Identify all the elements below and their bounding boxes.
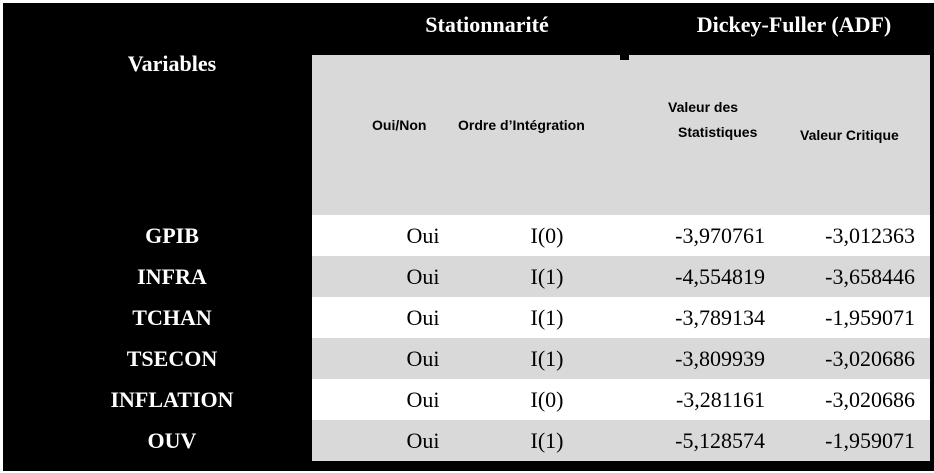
sub-header-valeur-critique: Valeur Critique: [800, 127, 899, 143]
cell-stationnaire: Oui: [406, 427, 440, 453]
row-variable: GPIB: [145, 222, 199, 248]
table-row-ouv: OUV Oui I(1) -5,128574 -1,959071: [3, 420, 930, 461]
cell-stationnaire: Oui: [406, 386, 440, 412]
row-data: Oui I(1) -3,809939 -3,020686: [312, 338, 930, 379]
row-data: Oui I(1) -5,128574 -1,959071: [312, 420, 930, 461]
sub-header-ordre-integration: Ordre d’Intégration: [458, 117, 585, 133]
cell-valeur-critique: -3,658446: [825, 263, 915, 289]
sub-header-band: Oui/Non Ordre d’Intégration Valeur des S…: [312, 55, 930, 215]
cell-valeur-statistique: -3,281161: [675, 386, 765, 412]
column-group-header-stationnarite: Stationnarité: [425, 12, 549, 37]
row-variable: OUV: [147, 427, 197, 453]
cell-stationnaire: Oui: [406, 345, 440, 371]
cell-ordre-integration: I(0): [530, 222, 564, 248]
row-data: Oui I(0) -3,970761 -3,012363: [312, 215, 930, 256]
cell-ordre-integration: I(1): [530, 263, 564, 289]
cell-valeur-critique: -1,959071: [825, 427, 915, 453]
row-data: Oui I(0) -3,281161 -3,020686: [312, 379, 930, 420]
cell-valeur-statistique: -3,970761: [675, 222, 765, 248]
cell-ordre-integration: I(0): [530, 386, 564, 412]
sub-header-oui-non: Oui/Non: [372, 117, 427, 133]
table-row-tchan: TCHAN Oui I(1) -3,789134 -1,959071: [3, 297, 930, 338]
cell-stationnaire: Oui: [406, 304, 440, 330]
cell-valeur-critique: -1,959071: [825, 304, 915, 330]
table-row-gpib: GPIB Oui I(0) -3,970761 -3,012363: [3, 215, 930, 256]
cell-valeur-statistique: -3,809939: [675, 345, 765, 371]
cell-valeur-critique: -3,020686: [825, 386, 915, 412]
cell-valeur-statistique: -5,128574: [675, 427, 765, 453]
row-variable: TCHAN: [132, 304, 212, 330]
stationarity-adf-table: Stationnarité Dickey-Fuller (ADF) Variab…: [3, 3, 934, 471]
table-row-inflation: INFLATION Oui I(0) -3,281161 -3,020686: [3, 379, 930, 420]
cell-ordre-integration: I(1): [530, 427, 564, 453]
cell-valeur-statistique: -4,554819: [675, 263, 765, 289]
cell-ordre-integration: I(1): [530, 304, 564, 330]
sub-header-valeur-des: Valeur des: [668, 99, 739, 115]
cell-stationnaire: Oui: [406, 263, 440, 289]
table-body: GPIB Oui I(0) -3,970761 -3,012363 INFRA …: [3, 215, 930, 461]
row-variable: INFLATION: [110, 386, 234, 412]
cell-stationnaire: Oui: [406, 222, 440, 248]
cell-ordre-integration: I(1): [530, 345, 564, 371]
cell-valeur-critique: -3,012363: [825, 222, 915, 248]
cell-valeur-statistique: -3,789134: [675, 304, 765, 330]
column-header-variables: Variables: [127, 51, 217, 76]
row-variable: TSECON: [126, 345, 218, 371]
table-row-infra: INFRA Oui I(1) -4,554819 -3,658446: [3, 256, 930, 297]
column-divider-tick: [620, 55, 629, 60]
table-row-tsecon: TSECON Oui I(1) -3,809939 -3,020686: [3, 338, 930, 379]
column-group-header-dickey-fuller-adf: Dickey-Fuller (ADF): [696, 12, 892, 37]
sub-header-statistiques: Statistiques: [678, 124, 758, 140]
row-data: Oui I(1) -4,554819 -3,658446: [312, 256, 930, 297]
row-variable: INFRA: [137, 263, 207, 289]
cell-valeur-critique: -3,020686: [825, 345, 915, 371]
row-data: Oui I(1) -3,789134 -1,959071: [312, 297, 930, 338]
